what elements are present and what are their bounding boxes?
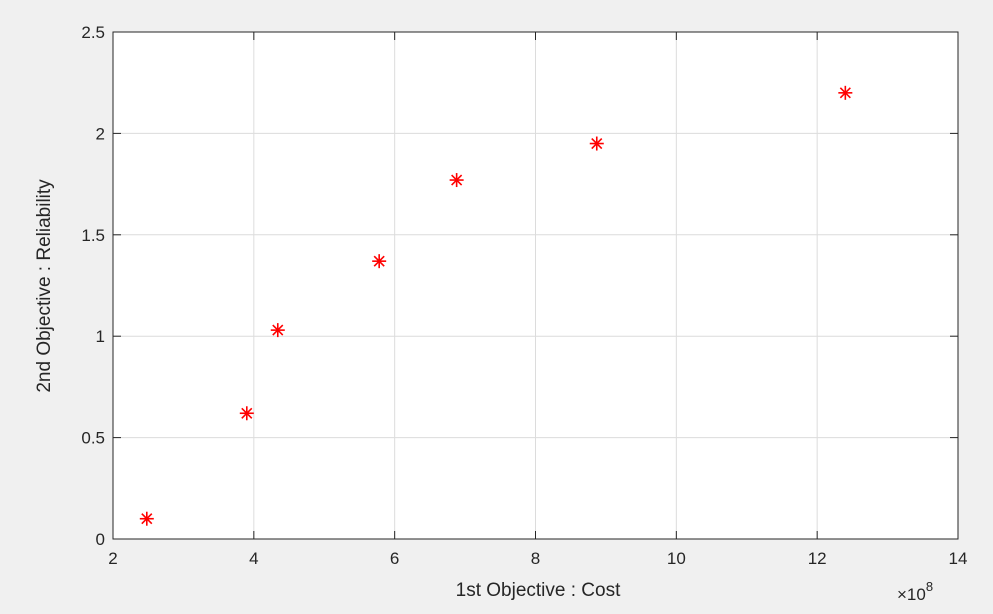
data-point-asterisk [139,511,154,526]
x-tick-label: 2 [108,549,117,568]
data-point-asterisk [270,323,285,338]
axes [112,31,959,540]
x-axis-exponent-label: ×108 [897,579,933,604]
data-point-asterisk [449,173,464,188]
data-point-asterisk [838,85,853,100]
x-axis-exponent-base: ×10 [897,585,926,604]
grid [113,32,958,539]
x-tick-label: 8 [531,549,540,568]
x-tick-label: 6 [390,549,399,568]
y-tick-label: 2.5 [81,23,105,42]
x-tick-label: 12 [808,549,827,568]
y-tick-label: 0 [96,530,105,549]
y-axis-label: 2nd Objective : Reliability [34,179,55,393]
x-tick-labels: 2 4 6 8 10 12 14 [108,549,967,568]
data-point-asterisk [372,254,387,269]
y-tick-label: 1 [96,327,105,346]
data-point-asterisk [239,406,254,421]
x-axis-exponent-power: 8 [926,579,933,594]
x-tick-label: 4 [249,549,258,568]
y-tick-label: 0.5 [81,429,105,448]
data-point-asterisk [589,136,604,151]
x-tick-label: 14 [949,549,968,568]
y-tick-labels: 0 0.5 1 1.5 2 2.5 [81,23,105,549]
data-markers [139,85,853,526]
x-tick-label: 10 [667,549,686,568]
y-tick-label: 1.5 [81,226,105,245]
y-tick-label: 2 [96,124,105,143]
x-axis-label: 1st Objective : Cost [456,580,621,601]
